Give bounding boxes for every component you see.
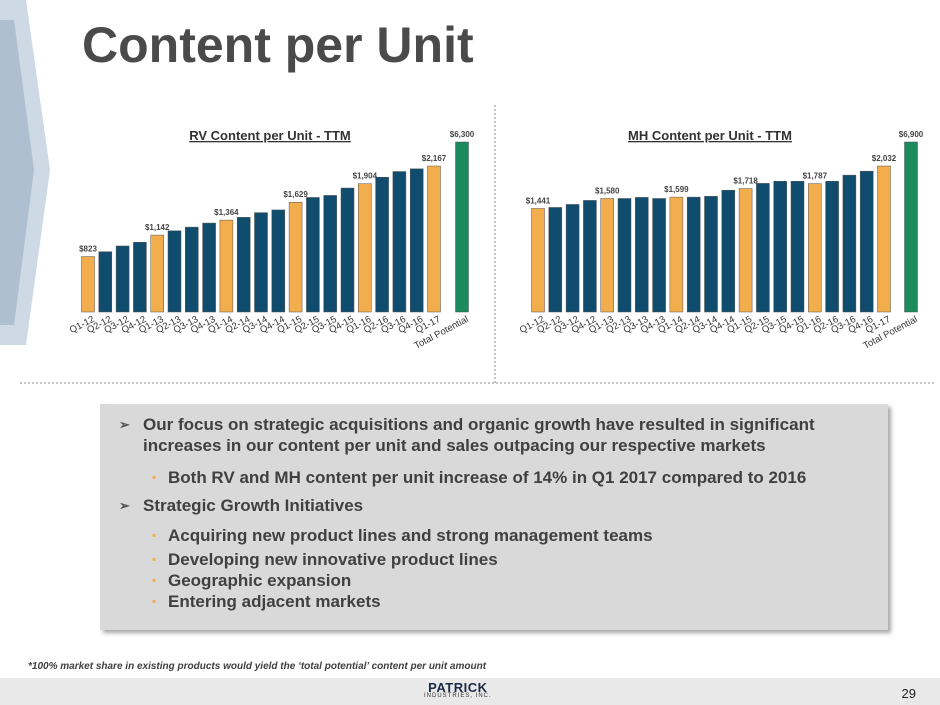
bar xyxy=(392,171,407,313)
bullet-level-2: Acquiring new product lines and strong m… xyxy=(152,525,868,546)
bar xyxy=(773,180,787,313)
bar xyxy=(877,165,891,313)
data-label: $2,167 xyxy=(422,154,447,163)
slide-title: Content per Unit xyxy=(82,17,474,73)
bullet-level-1: Our focus on strategic acquisitions and … xyxy=(119,414,878,456)
bar xyxy=(825,180,839,313)
bar xyxy=(808,183,822,313)
data-label: $1,629 xyxy=(283,190,308,199)
data-label: $1,599 xyxy=(664,185,689,194)
bar xyxy=(635,197,649,313)
bullet-level-2: Entering adjacent markets xyxy=(152,591,868,612)
bullet-level-1: Strategic Growth Initiatives xyxy=(119,495,878,516)
bar xyxy=(756,183,770,313)
bar xyxy=(115,245,130,313)
bar xyxy=(375,177,389,313)
bar xyxy=(790,180,805,313)
chart-title: MH Content per Unit - TTM xyxy=(628,128,792,143)
footer-band xyxy=(0,678,940,705)
data-label: $1,441 xyxy=(526,196,551,205)
bar xyxy=(185,226,199,313)
bar xyxy=(583,200,597,313)
footnote: *100% market share in existing products … xyxy=(28,661,487,672)
bar xyxy=(167,230,182,313)
logo-tagline: INDUSTRIES, INC. xyxy=(424,693,492,699)
data-label: $1,142 xyxy=(145,223,170,232)
bar xyxy=(236,217,251,313)
bar xyxy=(288,201,303,313)
bar xyxy=(358,183,372,313)
data-label: $823 xyxy=(79,245,97,254)
bar xyxy=(600,198,614,313)
bar xyxy=(323,195,337,313)
decor-chevron-inner xyxy=(0,20,34,325)
data-label: $6,900 xyxy=(899,130,924,139)
bullet-level-2: Developing new innovative product lines xyxy=(152,549,868,570)
bar xyxy=(219,219,234,313)
bar xyxy=(98,251,113,313)
bar xyxy=(271,209,286,313)
page-number: 29 xyxy=(901,686,916,701)
data-label: $1,718 xyxy=(733,177,758,186)
bar xyxy=(409,168,424,313)
bar xyxy=(704,196,718,313)
bar xyxy=(306,197,320,313)
logo-name: PATRICK xyxy=(428,680,488,695)
bar xyxy=(254,212,268,313)
data-label: $6,300 xyxy=(450,130,475,139)
bar xyxy=(150,234,164,313)
bar xyxy=(617,198,632,313)
data-label: $2,032 xyxy=(872,154,897,163)
bar xyxy=(531,208,545,313)
bar xyxy=(565,204,580,313)
bar xyxy=(340,187,355,313)
bullet-box: Our focus on strategic acquisitions and … xyxy=(100,404,888,630)
bar xyxy=(133,242,147,313)
bar xyxy=(202,222,216,313)
bullet-level-2: Both RV and MH content per unit increase… xyxy=(152,467,868,488)
data-label: $1,364 xyxy=(214,208,239,217)
chart-title: RV Content per Unit - TTM xyxy=(189,128,351,143)
data-label: $1,904 xyxy=(353,172,378,181)
bar xyxy=(455,141,469,313)
bar xyxy=(842,174,857,313)
logo: PATRICK INDUSTRIES, INC. xyxy=(424,680,492,701)
data-label: $1,787 xyxy=(803,172,828,181)
bar xyxy=(686,196,701,313)
bar xyxy=(738,188,753,313)
bar xyxy=(427,165,441,313)
bar xyxy=(904,141,918,313)
bar xyxy=(548,207,563,313)
bar xyxy=(669,196,684,313)
bar xyxy=(652,198,666,313)
data-label: $1,580 xyxy=(595,186,620,195)
bar xyxy=(81,256,95,313)
bar xyxy=(859,170,874,313)
bullet-level-2: Geographic expansion xyxy=(152,570,868,591)
bar xyxy=(721,189,736,313)
